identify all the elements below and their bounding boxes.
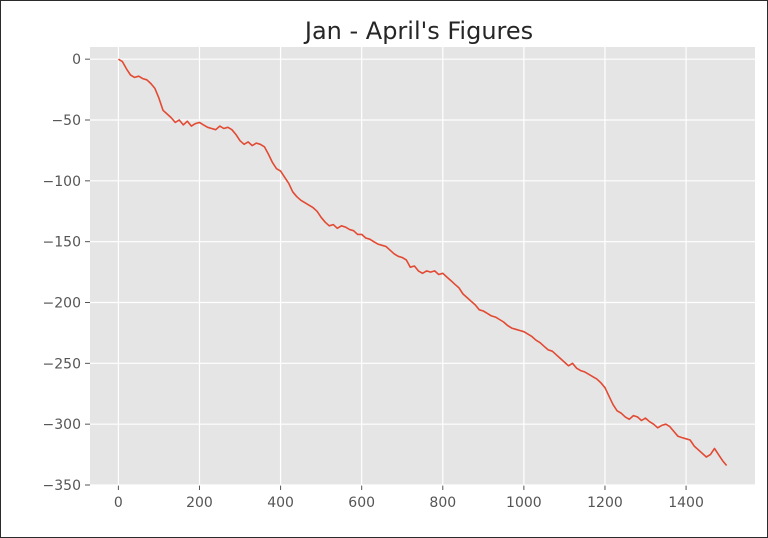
y-tick-label: −300 (43, 417, 81, 433)
y-tick-label: 0 (72, 52, 81, 68)
x-tick-label: 1200 (587, 495, 623, 511)
x-tick-label: 1000 (506, 495, 542, 511)
x-tick-label: 800 (429, 495, 456, 511)
y-tick-label: −200 (43, 296, 81, 312)
x-tick-label: 400 (267, 495, 294, 511)
y-tick-label: −150 (43, 235, 81, 251)
chart-title: Jan - April's Figures (303, 17, 533, 45)
y-tick-label: −350 (43, 478, 81, 494)
series-line (117, 58, 728, 467)
y-tick-label: −50 (51, 113, 81, 129)
y-tick-label: −250 (43, 356, 81, 372)
x-tick-label: 200 (186, 495, 213, 511)
x-tick-label: 1400 (668, 495, 704, 511)
y-tick-label: −100 (43, 174, 81, 190)
x-tick-label: 0 (114, 495, 123, 511)
plot-background (90, 47, 755, 485)
x-tick-label: 600 (348, 495, 375, 511)
